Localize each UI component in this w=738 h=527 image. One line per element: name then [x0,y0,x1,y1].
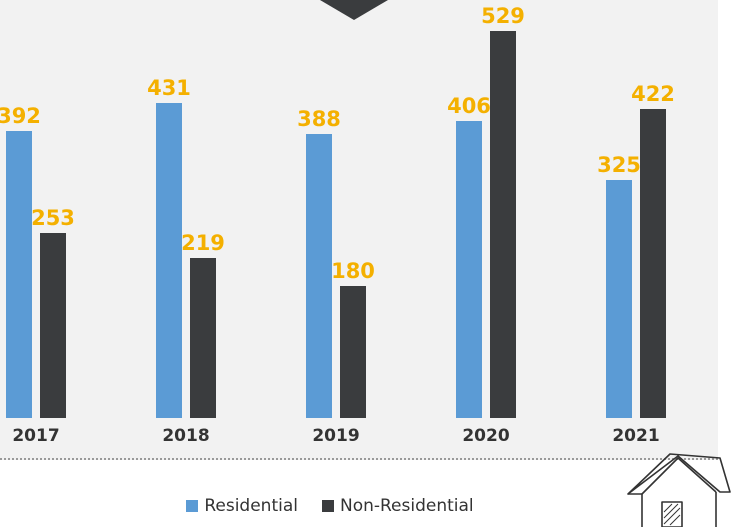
x-tick-label-2019: 2019 [312,426,360,446]
value-label-residential-2019: 388 [297,107,341,132]
value-label-non-residential-2017: 253 [31,205,75,230]
house-outline-icon [627,453,731,527]
legend-label-residential: Residential [204,496,298,516]
value-label-residential-2020: 406 [447,93,491,118]
dotted-divider [0,458,718,460]
bar-non-residential-2018 [190,257,216,418]
x-tick-label-2021: 2021 [612,426,660,446]
value-label-residential-2018: 431 [147,75,191,100]
value-label-non-residential-2020: 529 [481,4,525,28]
legend-swatch-non-residential [321,500,334,512]
x-tick-label-2018: 2018 [162,426,210,446]
bar-residential-2020 [456,120,482,418]
legend: Residential Non-Residential [0,496,660,516]
bar-residential-2018 [156,102,182,418]
value-label-non-residential-2021: 422 [631,82,675,107]
bar-non-residential-2017 [40,232,66,418]
x-tick-label-2020: 2020 [462,426,510,446]
value-label-residential-2017: 392 [0,104,41,129]
down-triangle-icon [320,0,388,20]
bar-residential-2017 [6,131,32,418]
bar-residential-2019 [306,134,332,418]
bar-non-residential-2021 [640,109,666,418]
value-label-non-residential-2018: 219 [181,230,225,255]
bar-non-residential-2020 [490,31,516,418]
value-label-residential-2021: 325 [597,153,641,178]
x-tick-label-2017: 2017 [12,426,60,446]
legend-item-residential: Residential [186,496,298,516]
legend-label-non-residential: Non-Residential [339,496,474,516]
legend-item-non-residential: Non-Residential [321,496,474,516]
legend-swatch-residential [186,500,199,512]
bar-residential-2021 [606,180,632,418]
value-label-non-residential-2019: 180 [331,259,375,284]
bar-non-residential-2019 [340,286,366,418]
